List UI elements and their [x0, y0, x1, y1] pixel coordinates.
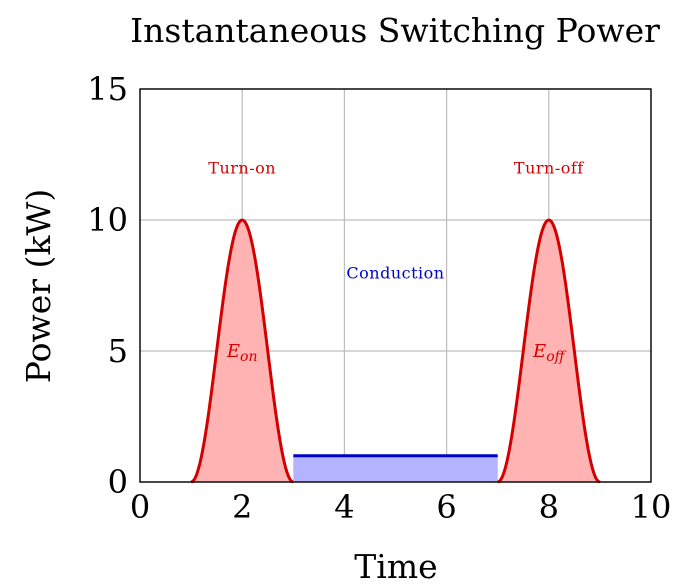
- turn_on-line: [190, 218, 294, 484]
- y-tick-label: 0: [108, 463, 128, 501]
- x-tick-label: 6: [436, 488, 456, 526]
- y-axis-label: Power (kW): [19, 189, 58, 383]
- x-axis-label: Time: [354, 547, 437, 586]
- y-tick-labels: 0 5 10 15: [87, 70, 128, 501]
- conduction-fill: [293, 455, 498, 482]
- chart-title: Instantaneous Switching Power: [130, 11, 660, 50]
- y-tick-label: 5: [108, 332, 128, 370]
- y-tick-label: 10: [87, 201, 128, 239]
- series-turn_off: [497, 218, 601, 484]
- x-tick-label: 2: [232, 488, 252, 526]
- e-off-label-subscript: off: [546, 349, 566, 365]
- e-on-label-subscript: on: [240, 349, 257, 365]
- x-tick-labels: 0 2 4 6 8 10: [130, 488, 672, 526]
- turn-off-label: Turn-off: [514, 159, 584, 178]
- series-turn_on: [190, 218, 294, 484]
- x-tick-label: 0: [130, 488, 150, 526]
- turn-on-label: Turn-on: [208, 159, 276, 178]
- turn_off-line: [497, 218, 601, 484]
- series-conduction: [293, 454, 498, 482]
- plot-areas: [190, 218, 601, 484]
- x-tick-label: 4: [334, 488, 354, 526]
- x-tick-label: 10: [631, 488, 672, 526]
- conduction-label: Conduction: [346, 263, 444, 282]
- plot-frame: [139, 88, 652, 483]
- y-tick-label: 15: [87, 70, 128, 108]
- turn_on-fill: [191, 220, 294, 482]
- x-tick-label: 8: [539, 488, 559, 526]
- turn_off-fill: [497, 220, 600, 482]
